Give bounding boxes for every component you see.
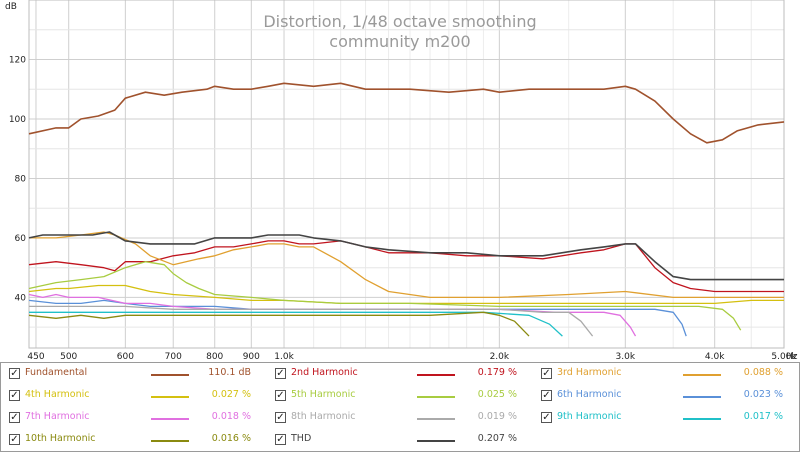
- legend-item: ✓ 6th Harmonic 0.023 %: [533, 386, 799, 408]
- legend-item: ✓ 9th Harmonic 0.017 %: [533, 408, 799, 430]
- legend-checkbox[interactable]: ✓: [275, 390, 286, 401]
- x-tick-label: 4.0k: [705, 352, 725, 362]
- legend-checkbox[interactable]: ✓: [9, 434, 20, 445]
- legend-checkbox[interactable]: ✓: [541, 412, 552, 423]
- legend-value: 0.179 %: [477, 367, 517, 378]
- legend-item: ✓ 3rd Harmonic 0.088 %: [533, 364, 799, 386]
- x-tick-label: 800: [206, 352, 223, 362]
- legend-label: THD: [291, 433, 312, 444]
- legend-label: 2nd Harmonic: [291, 367, 358, 378]
- chart-subtitle: community m200: [329, 32, 470, 51]
- series-line-5th-harmonic: [28, 261, 742, 331]
- legend-item: ✓ 2nd Harmonic 0.179 %: [267, 364, 533, 386]
- legend-checkbox[interactable]: ✓: [9, 412, 20, 423]
- distortion-chart: dB Distortion, 1/48 octave smoothing com…: [0, 0, 800, 362]
- legend-swatch: [417, 374, 455, 376]
- legend-value: 0.027 %: [211, 389, 251, 400]
- legend-value: 0.019 %: [477, 411, 517, 422]
- x-tick-label: 500: [60, 352, 77, 362]
- legend-swatch: [417, 418, 455, 420]
- legend-label: 5th Harmonic: [291, 389, 356, 400]
- x-tick-label: 700: [165, 352, 182, 362]
- legend-item: ✓ 8th Harmonic 0.019 %: [267, 408, 533, 430]
- legend-label: 8th Harmonic: [291, 411, 356, 422]
- legend-swatch: [151, 374, 189, 376]
- legend-label: 9th Harmonic: [557, 411, 622, 422]
- legend-label: 10th Harmonic: [25, 433, 96, 444]
- series-line-3rd-harmonic: [29, 231, 784, 299]
- legend-item: ✓ 4th Harmonic 0.027 %: [1, 386, 267, 408]
- x-tick-label: 5.00k: [771, 352, 797, 362]
- legend-checkbox[interactable]: ✓: [9, 390, 20, 401]
- legend-item: ✓ 5th Harmonic 0.025 %: [267, 386, 533, 408]
- x-tick-labels: 450 500 600 700 800 900 1.0k 2.0k 3.0k 4.0k 5.00k: [27, 352, 797, 362]
- x-tick-label: 2.0k: [490, 352, 510, 362]
- legend-checkbox[interactable]: ✓: [541, 368, 552, 379]
- legend-swatch: [417, 396, 455, 398]
- x-axis-unit: Hz: [786, 352, 798, 362]
- legend-value: 0.018 %: [211, 411, 251, 422]
- x-tick-label: 1.0k: [274, 352, 294, 362]
- legend-value: 0.023 %: [743, 389, 783, 400]
- y-tick-labels: 40 60 80 100 120: [9, 55, 26, 303]
- x-tick-label: 900: [243, 352, 260, 362]
- series-line-fundamental: [28, 82, 785, 144]
- chart-title: Distortion, 1/48 octave smoothing: [263, 12, 536, 31]
- legend-value: 0.207 %: [477, 433, 517, 444]
- legend-swatch: [151, 440, 189, 442]
- legend-swatch: [683, 418, 721, 420]
- legend-label: 4th Harmonic: [25, 389, 90, 400]
- series-line-thd: [28, 231, 784, 281]
- legend-checkbox[interactable]: ✓: [275, 434, 286, 445]
- legend-item: ✓ 7th Harmonic 0.018 %: [1, 408, 267, 430]
- legend-checkbox[interactable]: ✓: [275, 368, 286, 379]
- legend-label: 3rd Harmonic: [557, 367, 622, 378]
- y-tick-label: 80: [15, 174, 27, 184]
- plot-frame: [28, 0, 785, 349]
- y-tick-label: 40: [15, 293, 27, 303]
- legend-label: 7th Harmonic: [25, 411, 90, 422]
- legend-swatch: [151, 418, 189, 420]
- y-tick-label: 100: [9, 115, 26, 125]
- legend-value: 0.025 %: [477, 389, 517, 400]
- legend-value: 110.1 dB: [208, 367, 251, 378]
- x-tick-label: 450: [27, 352, 44, 362]
- legend-value: 0.017 %: [743, 411, 783, 422]
- legend-label: Fundamental: [25, 367, 88, 378]
- legend-swatch: [683, 374, 721, 376]
- series-line-8th-harmonic: [29, 305, 594, 337]
- legend-checkbox[interactable]: ✓: [275, 412, 286, 423]
- plot-background: [0, 0, 800, 362]
- legend-swatch: [683, 396, 721, 398]
- legend-swatch: [151, 396, 189, 398]
- legend-item: ✓ 10th Harmonic 0.016 %: [1, 430, 267, 452]
- x-tick-label: 3.0k: [616, 352, 636, 362]
- legend-checkbox[interactable]: ✓: [541, 390, 552, 401]
- y-axis-label: dB: [5, 2, 17, 12]
- legend-value: 0.016 %: [211, 433, 251, 444]
- grid: [28, 0, 785, 349]
- legend-swatch: [417, 440, 455, 442]
- legend-value: 0.088 %: [743, 367, 783, 378]
- y-tick-label: 120: [9, 55, 26, 65]
- legend-checkbox[interactable]: ✓: [9, 368, 20, 379]
- series-lines: [28, 82, 785, 337]
- legend-panel: ✓ Fundamental 110.1 dB ✓ 2nd Harmonic 0.179 %…: [0, 362, 800, 452]
- legend-item: ✓ Fundamental 110.1 dB: [1, 364, 267, 386]
- series-line-10th-harmonic: [28, 311, 530, 337]
- series-line-9th-harmonic: [29, 311, 563, 337]
- legend-label: 6th Harmonic: [557, 389, 622, 400]
- x-tick-label: 600: [117, 352, 134, 362]
- y-tick-label: 60: [15, 234, 27, 244]
- legend-item: ✓ THD 0.207 %: [267, 430, 533, 452]
